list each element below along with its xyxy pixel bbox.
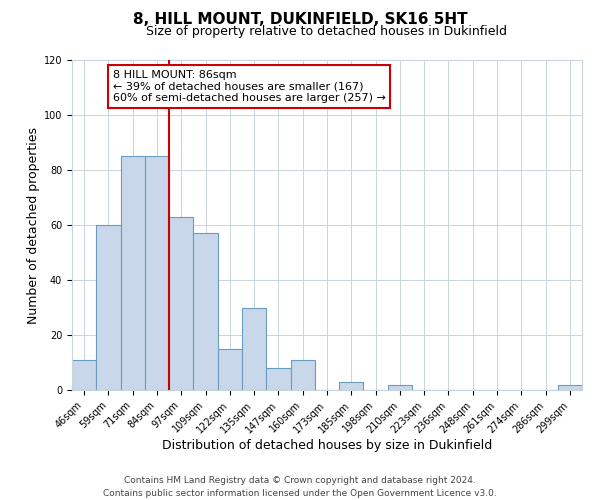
Bar [193,233,218,390]
Bar [121,156,145,390]
Bar [169,217,193,390]
Title: Size of property relative to detached houses in Dukinfield: Size of property relative to detached ho… [146,25,508,38]
Text: 8 HILL MOUNT: 86sqm
← 39% of detached houses are smaller (167)
60% of semi-detac: 8 HILL MOUNT: 86sqm ← 39% of detached ho… [113,70,386,103]
Bar [145,156,169,390]
X-axis label: Distribution of detached houses by size in Dukinfield: Distribution of detached houses by size … [162,439,492,452]
Bar [218,349,242,390]
Y-axis label: Number of detached properties: Number of detached properties [26,126,40,324]
Bar [290,360,315,390]
Text: 8, HILL MOUNT, DUKINFIELD, SK16 5HT: 8, HILL MOUNT, DUKINFIELD, SK16 5HT [133,12,467,28]
Bar [266,368,290,390]
Bar [242,308,266,390]
Bar [96,225,121,390]
Bar [72,360,96,390]
Text: Contains HM Land Registry data © Crown copyright and database right 2024.
Contai: Contains HM Land Registry data © Crown c… [103,476,497,498]
Bar [339,382,364,390]
Bar [558,384,582,390]
Bar [388,384,412,390]
